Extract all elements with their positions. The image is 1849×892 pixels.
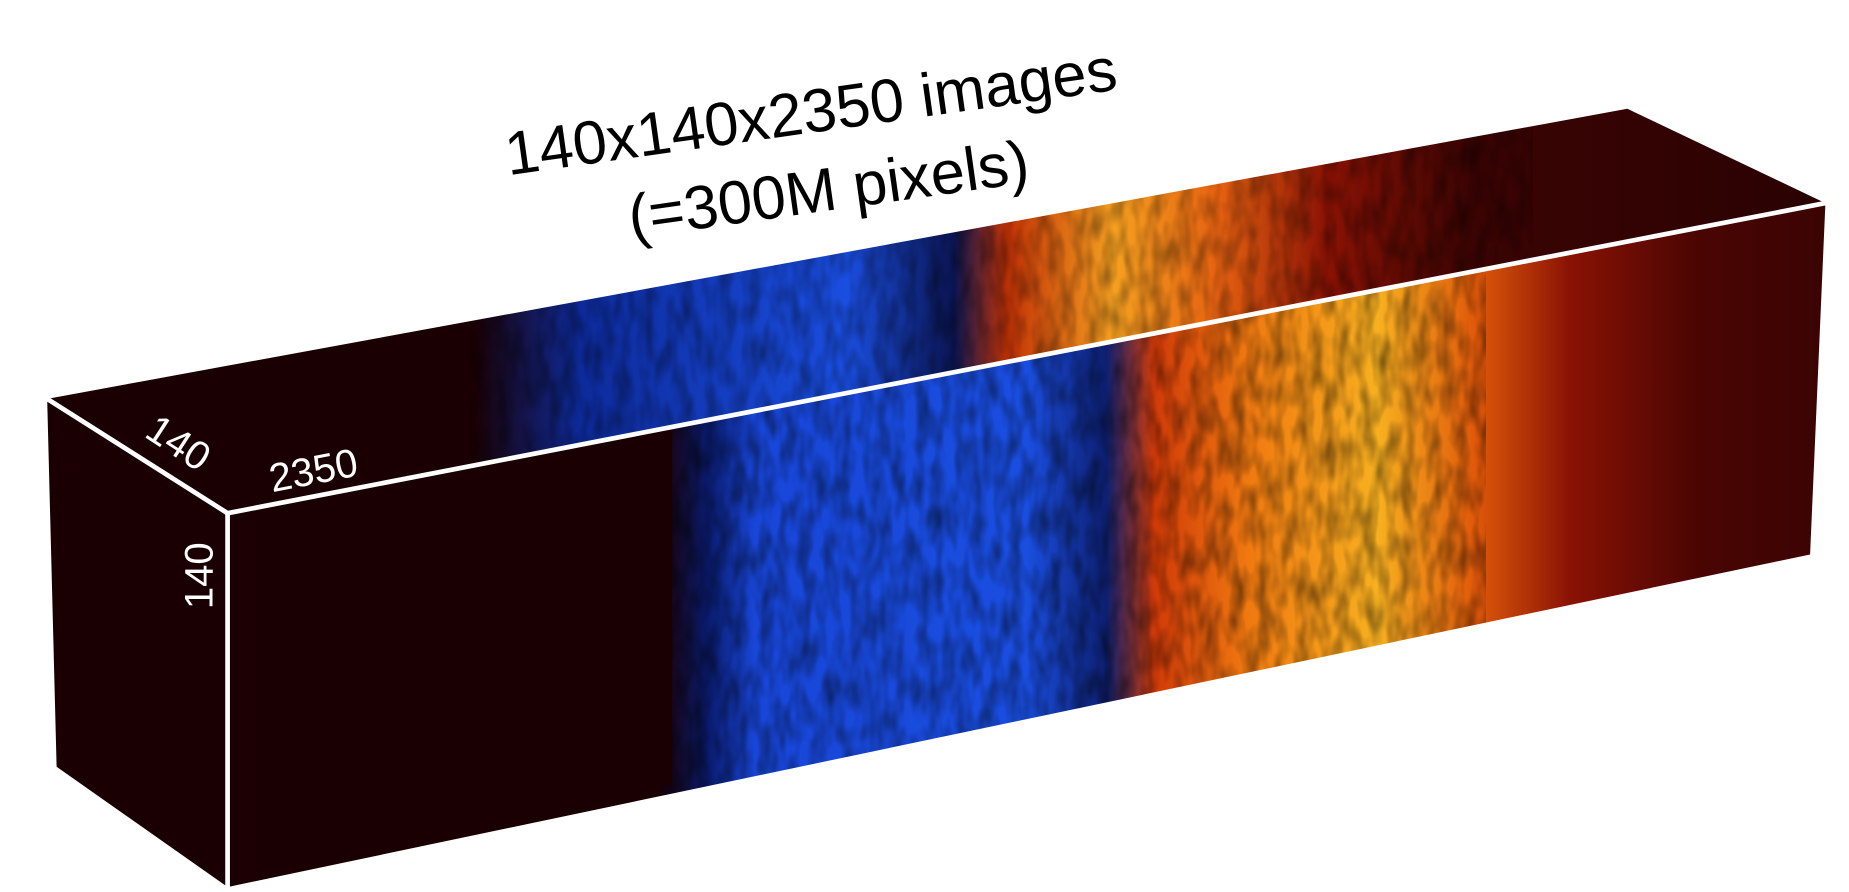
- height-label: 140: [177, 542, 221, 609]
- page: 140x140x2350 images (=300M pixels) 140 2…: [0, 0, 1849, 892]
- data-cube-figure: 140x140x2350 images (=300M pixels) 140 2…: [0, 0, 1849, 892]
